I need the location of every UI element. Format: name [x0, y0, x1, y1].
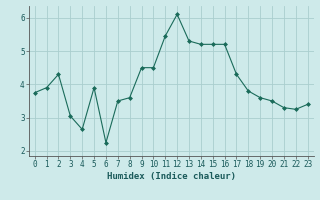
X-axis label: Humidex (Indice chaleur): Humidex (Indice chaleur): [107, 172, 236, 181]
